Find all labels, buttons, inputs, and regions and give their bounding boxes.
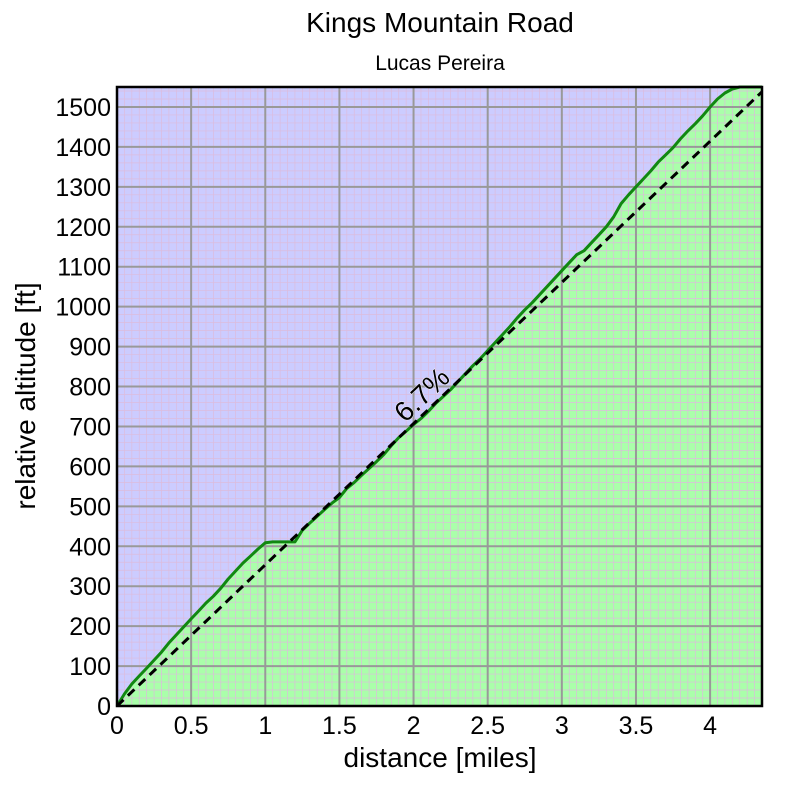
x-tick-label: 3.5 bbox=[619, 712, 654, 740]
x-tick-label: 0.5 bbox=[174, 712, 209, 740]
x-tick-label: 2.5 bbox=[470, 712, 505, 740]
y-tick-label: 100 bbox=[69, 653, 111, 681]
y-tick-label: 1000 bbox=[55, 294, 111, 322]
y-tick-label: 300 bbox=[69, 573, 111, 601]
profile-line bbox=[115, 85, 762, 707]
y-tick-label: 200 bbox=[69, 613, 111, 641]
y-tick-label: 1500 bbox=[55, 94, 111, 122]
x-axis-label: distance [miles] bbox=[344, 742, 537, 773]
trend-line bbox=[115, 90, 764, 708]
profile-area bbox=[117, 87, 762, 706]
y-tick-label: 800 bbox=[69, 374, 111, 402]
y-tick-label: 900 bbox=[69, 334, 111, 362]
x-tick-label: 2 bbox=[407, 712, 421, 740]
y-tick-label: 500 bbox=[69, 493, 111, 521]
y-tick-label: 700 bbox=[69, 413, 111, 441]
chart-title: Kings Mountain Road bbox=[306, 7, 574, 38]
plot-frame bbox=[115, 85, 764, 708]
y-tick-label: 0 bbox=[97, 693, 111, 721]
chart-subtitle: Lucas Pereira bbox=[375, 52, 505, 75]
y-tick-label: 1400 bbox=[55, 134, 111, 162]
x-axis-tick-labels: 0 0.5 1 1.5 2 2.5 3 3.5 4 bbox=[110, 712, 717, 740]
y-tick-label: 400 bbox=[69, 533, 111, 561]
y-tick-label: 1100 bbox=[57, 254, 111, 282]
x-tick-label: 1 bbox=[258, 712, 272, 740]
y-tick-label: 600 bbox=[69, 453, 111, 481]
y-tick-label: 1200 bbox=[55, 214, 111, 242]
y-axis-tick-labels: 0 100 200 300 400 500 600 700 800 900 1000 1100 1200… bbox=[55, 94, 111, 721]
x-tick-label: 0 bbox=[110, 712, 124, 740]
x-tick-label: 3 bbox=[555, 712, 569, 740]
plot-area: 6.7% bbox=[115, 85, 764, 708]
x-tick-label: 4 bbox=[703, 712, 717, 740]
x-tick-label: 1.5 bbox=[322, 712, 357, 740]
y-tick-label: 1300 bbox=[55, 174, 111, 202]
y-axis-label: relative altitude [ft] bbox=[10, 282, 41, 509]
